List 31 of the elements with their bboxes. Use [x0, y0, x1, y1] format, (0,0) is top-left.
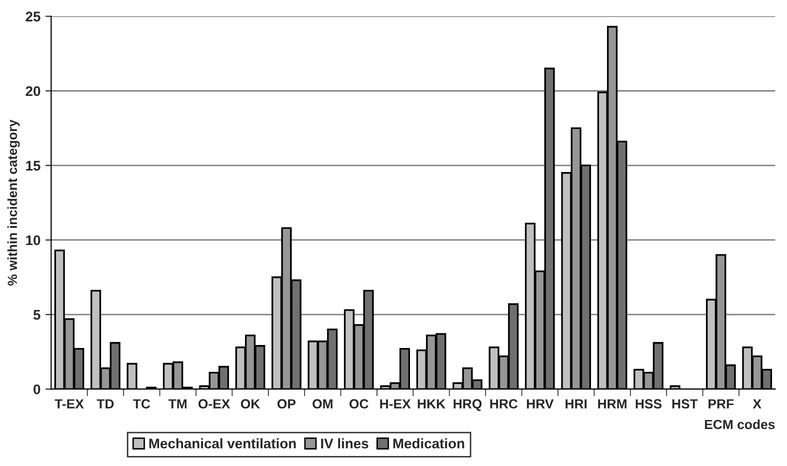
x-tick-label: TD: [96, 399, 114, 408]
y-axis-title: % within incident category: [7, 120, 20, 286]
x-tick-label: HST: [672, 399, 698, 409]
x-tick-label: HRV: [526, 399, 554, 408]
legend-label: Mechanical ventilation: [149, 438, 296, 448]
y-tick-label: 20: [26, 86, 40, 96]
legend-label: Medication: [393, 438, 464, 448]
x-tick-label: TM: [168, 399, 187, 408]
y-tick-label: 15: [26, 160, 40, 171]
x-tick-label: HKK: [418, 399, 446, 408]
x-tick-label: HRM: [598, 399, 626, 408]
x-tick-label: TC: [133, 399, 150, 409]
x-tick-label: T-EX: [54, 399, 84, 408]
legend-label: IV lines: [321, 438, 368, 448]
x-axis-title: ECM codes: [704, 419, 775, 430]
x-tick-label: HRC: [490, 399, 518, 409]
x-tick-label: OP: [277, 399, 296, 409]
x-tick-label: OK: [240, 399, 260, 409]
x-tick-label: PRF: [708, 399, 734, 408]
x-tick-label: OC: [350, 399, 368, 409]
x-tick-label: X: [752, 399, 762, 408]
y-tick-label: 10: [26, 235, 40, 246]
x-tick-label: OM: [312, 399, 332, 409]
y-tick-label: 25: [26, 12, 40, 22]
x-tick-label: HRI: [566, 399, 587, 408]
y-tick-label: 0: [34, 384, 40, 394]
x-tick-label: O-EX: [198, 399, 230, 409]
x-tick-label: H-EX: [380, 399, 411, 408]
x-tick-label: HSS: [636, 399, 662, 409]
x-tick-label: HRQ: [454, 399, 482, 411]
y-tick-label: 5: [33, 310, 40, 320]
